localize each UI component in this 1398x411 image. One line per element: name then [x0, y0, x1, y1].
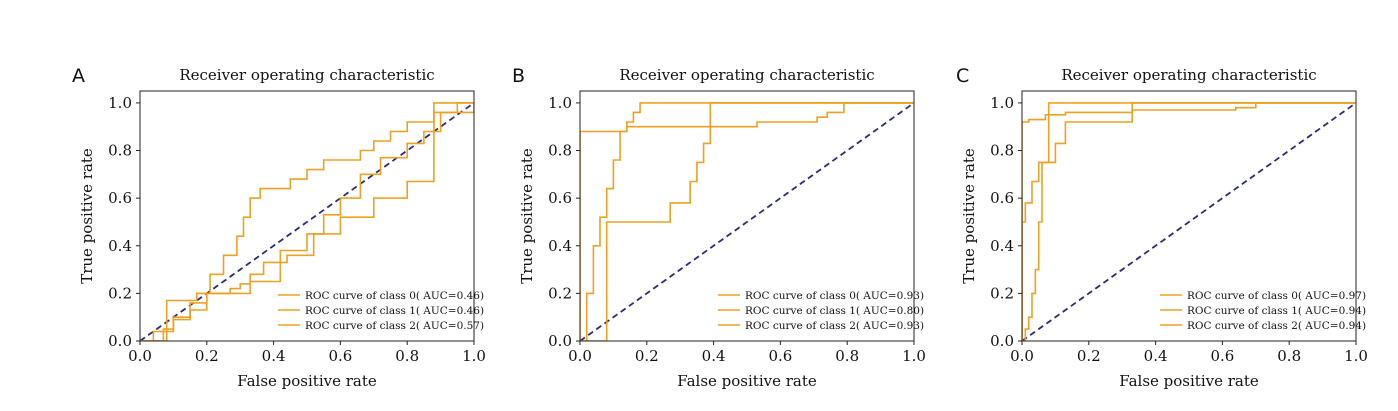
y-tick-label: 0.0	[990, 332, 1014, 350]
x-tick-label: 0.6	[328, 347, 352, 365]
chart-title: Receiver operating characteristic	[619, 66, 874, 84]
roc-curve-class-1	[1022, 102, 1356, 341]
y-tick-label: 0.6	[108, 189, 132, 207]
chart-title: Receiver operating characteristic	[1061, 66, 1316, 84]
legend-entry: ROC curve of class 2( AUC=0.93)	[745, 320, 924, 332]
roc-curve-class-2	[580, 102, 914, 341]
x-tick-label: 0.0	[568, 347, 592, 365]
y-tick-label: 0.0	[108, 332, 132, 350]
panel-label: C	[956, 65, 969, 87]
legend-entry: ROC curve of class 2( AUC=0.57)	[305, 320, 484, 332]
x-tick-label: 0.6	[1210, 347, 1234, 365]
x-tick-label: 0.8	[835, 347, 859, 365]
y-tick-label: 0.8	[108, 142, 132, 160]
y-tick-label: 0.2	[990, 284, 1014, 302]
y-tick-label: 0.0	[548, 332, 572, 350]
x-tick-label: 0.8	[1277, 347, 1301, 365]
y-axis-label: True positive rate	[518, 148, 536, 284]
legend-entry: ROC curve of class 1( AUC=0.80)	[745, 305, 924, 317]
roc-curve-class-0	[140, 102, 474, 341]
y-tick-label: 0.4	[548, 237, 572, 255]
x-tick-label: 1.0	[902, 347, 926, 365]
plot-frame	[579, 90, 915, 342]
y-tick-label: 1.0	[990, 94, 1014, 112]
x-tick-label: 0.2	[195, 347, 219, 365]
x-tick-label: 1.0	[462, 347, 486, 365]
y-axis-label: True positive rate	[960, 148, 978, 284]
y-tick-label: 1.0	[548, 94, 572, 112]
plot-frame	[1021, 90, 1357, 342]
y-tick-label: 0.4	[108, 237, 132, 255]
y-tick-label: 0.4	[990, 237, 1014, 255]
legend-entry: ROC curve of class 0( AUC=0.97)	[1187, 290, 1366, 302]
y-axis-label: True positive rate	[78, 148, 96, 284]
x-tick-label: 1.0	[1344, 347, 1368, 365]
chart-title: Receiver operating characteristic	[179, 66, 434, 84]
y-tick-label: 0.6	[548, 189, 572, 207]
x-tick-label: 0.2	[1077, 347, 1101, 365]
chart-panel-a: A Receiver operating characteristic 0.0 0.2…	[72, 65, 486, 390]
chart-panel-c: C Receiver operating characteristic 0.0 0.2…	[956, 65, 1368, 390]
y-tick-label: 0.6	[990, 189, 1014, 207]
legend-entry: ROC curve of class 1( AUC=0.46)	[305, 305, 484, 317]
diagonal-reference-line	[1022, 102, 1356, 341]
roc-curve-class-1	[580, 102, 914, 341]
legend-entry: ROC curve of class 0( AUC=0.93)	[745, 290, 924, 302]
diagonal-reference-line	[580, 102, 914, 341]
x-tick-label: 0.4	[702, 347, 726, 365]
legend-entry: ROC curve of class 1( AUC=0.94)	[1187, 305, 1366, 317]
panel-label: B	[512, 65, 525, 87]
diagonal-reference-line	[140, 102, 474, 341]
legend-entry: ROC curve of class 2( AUC=0.94)	[1187, 320, 1366, 332]
roc-curve-class-2	[1022, 102, 1356, 341]
plot-frame	[139, 90, 475, 342]
x-tick-label: 0.0	[128, 347, 152, 365]
y-tick-label: 0.2	[548, 284, 572, 302]
chart-panel-b: B Receiver operating characteristic 0.0 0.2…	[512, 65, 926, 390]
x-tick-label: 0.4	[262, 347, 286, 365]
legend-entry: ROC curve of class 0( AUC=0.46)	[305, 290, 484, 302]
roc-curve-class-1	[140, 102, 474, 341]
x-tick-label: 0.6	[768, 347, 792, 365]
x-tick-label: 0.0	[1010, 347, 1034, 365]
x-tick-label: 0.2	[635, 347, 659, 365]
x-axis-label: False positive rate	[237, 372, 377, 390]
x-axis-label: False positive rate	[1119, 372, 1259, 390]
y-tick-label: 0.2	[108, 284, 132, 302]
x-axis-label: False positive rate	[677, 372, 817, 390]
x-tick-label: 0.4	[1144, 347, 1168, 365]
panel-label: A	[72, 65, 85, 87]
x-tick-label: 0.8	[395, 347, 419, 365]
y-tick-label: 0.8	[990, 142, 1014, 160]
y-tick-label: 0.8	[548, 142, 572, 160]
roc-curve-class-0	[580, 102, 914, 341]
y-tick-label: 1.0	[108, 94, 132, 112]
roc-curve-class-2	[140, 102, 474, 341]
